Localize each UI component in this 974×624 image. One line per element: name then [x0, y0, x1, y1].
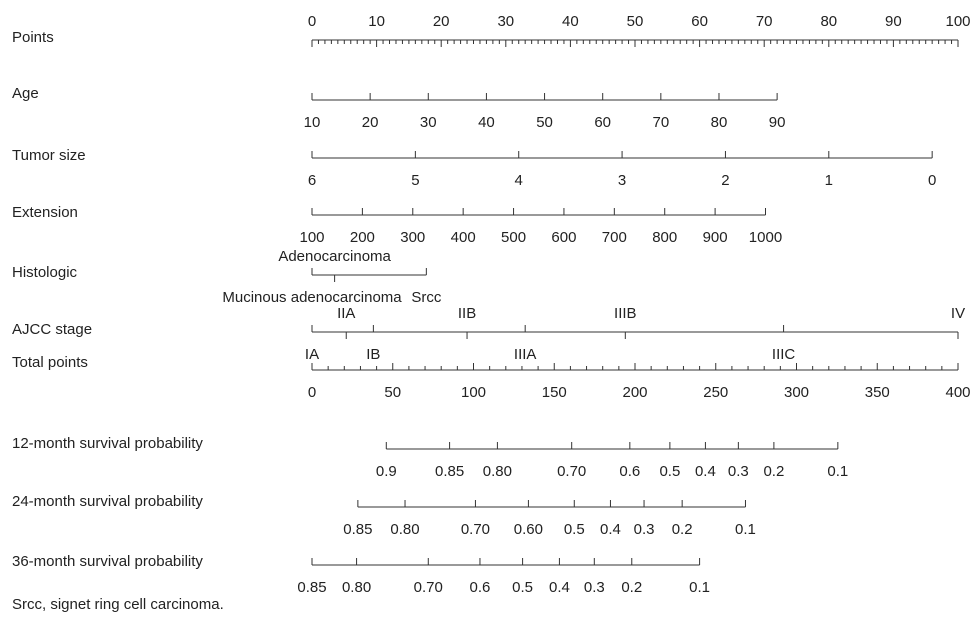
ajcc-stage-tick-label: IA — [305, 346, 319, 363]
points-tick-label: 90 — [885, 13, 902, 30]
24-month-survival-probability-label: 24-month survival probability — [12, 493, 203, 510]
points-label: Points — [12, 29, 54, 46]
points-tick-label: 0 — [308, 13, 316, 30]
24-month-survival-probability-tick-label: 0.60 — [514, 521, 543, 538]
age-tick-label: 60 — [594, 114, 611, 131]
36-month-survival-probability-tick-label: 0.5 — [512, 579, 533, 596]
12-month-survival-probability-tick-label: 0.5 — [659, 463, 680, 480]
12-month-survival-probability-tick-label: 0.9 — [376, 463, 397, 480]
points-tick-label: 40 — [562, 13, 579, 30]
tumor-size-label: Tumor size — [12, 147, 86, 164]
points-tick-label: 70 — [756, 13, 773, 30]
age-tick-label: 30 — [420, 114, 437, 131]
total-points-tick-label: 150 — [542, 384, 567, 401]
ajcc-stage-tick-label: IIB — [458, 305, 476, 322]
extension-tick-label: 700 — [602, 229, 627, 246]
36-month-survival-probability-tick-label: 0.2 — [621, 579, 642, 596]
age-tick-label: 90 — [769, 114, 786, 131]
extension-tick-label: 1000 — [749, 229, 782, 246]
extension-tick-label: 900 — [703, 229, 728, 246]
points-tick-label: 100 — [945, 13, 970, 30]
age-tick-label: 10 — [304, 114, 321, 131]
36-month-survival-probability-label: 36-month survival probability — [12, 553, 203, 570]
12-month-survival-probability-tick-label: 0.70 — [557, 463, 586, 480]
24-month-survival-probability-tick-label: 0.85 — [343, 521, 372, 538]
points-tick-label: 80 — [820, 13, 837, 30]
age-label: Age — [12, 85, 39, 102]
points-tick-label: 50 — [627, 13, 644, 30]
36-month-survival-probability-tick-label: 0.70 — [414, 579, 443, 596]
ajcc-stage-tick-label: IV — [951, 305, 965, 322]
total-points-tick-label: 100 — [461, 384, 486, 401]
24-month-survival-probability-tick-label: 0.4 — [600, 521, 621, 538]
36-month-survival-probability-tick-label: 0.1 — [689, 579, 710, 596]
age-tick-label: 50 — [536, 114, 553, 131]
extension-tick-label: 200 — [350, 229, 375, 246]
12-month-survival-probability-label: 12-month survival probability — [12, 435, 203, 452]
12-month-survival-probability-tick-label: 0.1 — [827, 463, 848, 480]
total-points-label: Total points — [12, 354, 88, 371]
36-month-survival-probability-tick-label: 0.3 — [584, 579, 605, 596]
tumor-size-tick-label: 0 — [928, 172, 936, 189]
extension-label: Extension — [12, 204, 78, 221]
age-tick-label: 70 — [652, 114, 669, 131]
ajcc-stage-tick-label: IB — [366, 346, 380, 363]
24-month-survival-probability-tick-label: 0.5 — [564, 521, 585, 538]
points-tick-label: 30 — [497, 13, 514, 30]
12-month-survival-probability-tick-label: 0.80 — [483, 463, 512, 480]
age-tick-label: 40 — [478, 114, 495, 131]
extension-tick-label: 600 — [551, 229, 576, 246]
tumor-size-tick-label: 6 — [308, 172, 316, 189]
36-month-survival-probability-tick-label: 0.85 — [297, 579, 326, 596]
total-points-tick-label: 300 — [784, 384, 809, 401]
36-month-survival-probability-tick-label: 0.80 — [342, 579, 371, 596]
tumor-size-tick-label: 3 — [618, 172, 626, 189]
12-month-survival-probability-tick-label: 0.85 — [435, 463, 464, 480]
12-month-survival-probability-tick-label: 0.6 — [619, 463, 640, 480]
extension-tick-label: 100 — [299, 229, 324, 246]
tumor-size-tick-label: 1 — [825, 172, 833, 189]
points-tick-label: 60 — [691, 13, 708, 30]
age-tick-label: 80 — [711, 114, 728, 131]
extension-tick-label: 400 — [451, 229, 476, 246]
points-tick-label: 20 — [433, 13, 450, 30]
36-month-survival-probability-tick-label: 0.4 — [549, 579, 570, 596]
12-month-survival-probability-tick-label: 0.3 — [728, 463, 749, 480]
extension-tick-label: 500 — [501, 229, 526, 246]
total-points-tick-label: 200 — [622, 384, 647, 401]
age-tick-label: 20 — [362, 114, 379, 131]
24-month-survival-probability-tick-label: 0.1 — [735, 521, 756, 538]
total-points-tick-label: 400 — [945, 384, 970, 401]
ajcc-stage-tick-label: IIA — [337, 305, 355, 322]
24-month-survival-probability-tick-label: 0.2 — [672, 521, 693, 538]
12-month-survival-probability-tick-label: 0.4 — [695, 463, 716, 480]
total-points-tick-label: 350 — [865, 384, 890, 401]
total-points-tick-label: 0 — [308, 384, 316, 401]
total-points-tick-label: 250 — [703, 384, 728, 401]
footnote: Srcc, signet ring cell carcinoma. — [12, 596, 224, 613]
ajcc-stage-tick-label: IIIB — [614, 305, 637, 322]
36-month-survival-probability-tick-label: 0.6 — [470, 579, 491, 596]
24-month-survival-probability-tick-label: 0.3 — [634, 521, 655, 538]
tumor-size-tick-label: 5 — [411, 172, 419, 189]
24-month-survival-probability-tick-label: 0.80 — [390, 521, 419, 538]
histologic-tick-label: Mucinous adenocarcinoma — [222, 289, 402, 306]
extension-tick-label: 800 — [652, 229, 677, 246]
24-month-survival-probability-tick-label: 0.70 — [461, 521, 490, 538]
total-points-tick-label: 50 — [384, 384, 401, 401]
histologic-tick-label: Adenocarcinoma — [278, 248, 391, 265]
12-month-survival-probability-tick-label: 0.2 — [763, 463, 784, 480]
ajcc-stage-tick-label: IIIC — [772, 346, 796, 363]
ajcc-stage-tick-label: IIIA — [514, 346, 537, 363]
points-tick-label: 10 — [368, 13, 385, 30]
extension-tick-label: 300 — [400, 229, 425, 246]
histologic-label: Histologic — [12, 264, 78, 281]
histologic-tick-label: Srcc — [411, 289, 442, 306]
tumor-size-tick-label: 4 — [515, 172, 523, 189]
tumor-size-tick-label: 2 — [721, 172, 729, 189]
ajcc-stage-label: AJCC stage — [12, 321, 92, 338]
